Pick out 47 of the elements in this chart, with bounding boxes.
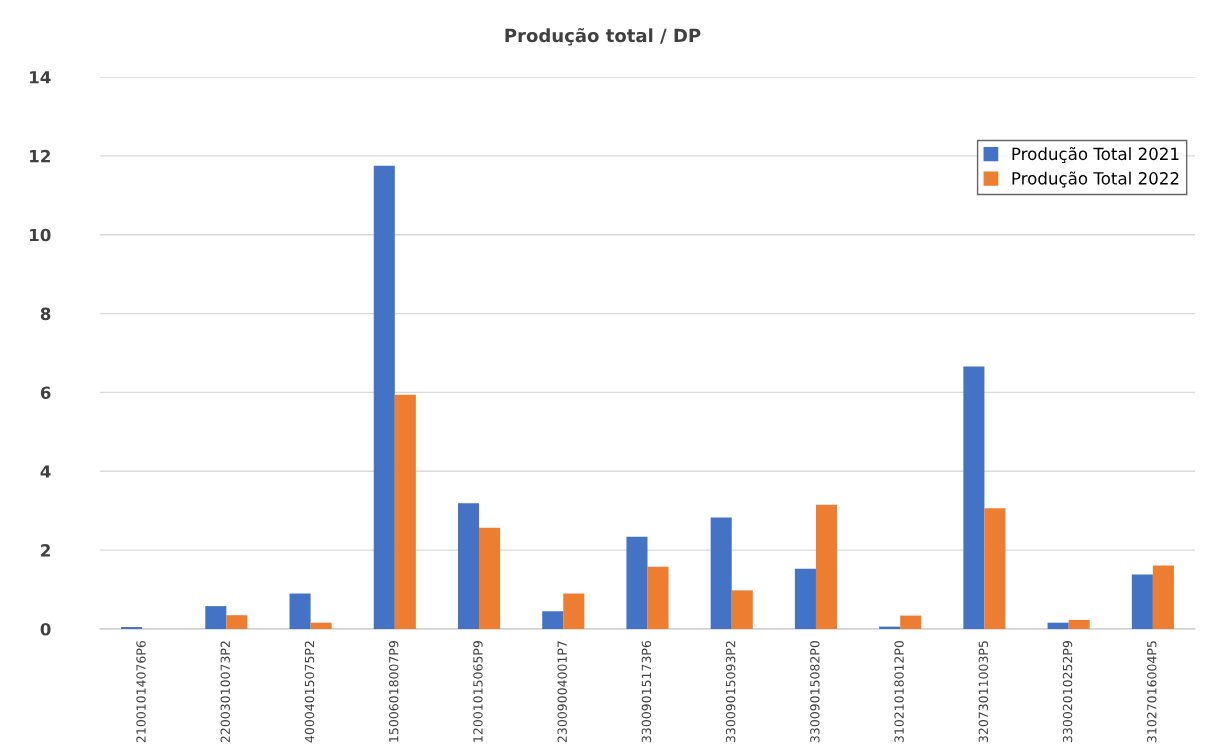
y-tick-label: 0 [40,622,51,636]
bar [794,568,816,629]
x-tick-label: 32073011003P5 [978,641,989,743]
legend-label: Produção Total 2022 [1012,171,1179,188]
bar [963,366,985,629]
x-tick-label: 31021018012P0 [894,640,904,743]
y-tick-label: 2 [41,544,50,557]
bar [394,394,416,629]
x-tick-label: 22003010073P2 [220,641,230,743]
bar [647,566,669,629]
chart-title: Produção total / DP [505,27,701,46]
y-tick-label: 10 [30,228,51,242]
bar [226,615,248,629]
y-tick-label: 12 [30,149,50,163]
bar [984,508,1006,629]
x-tick-label: 40004015075P2 [304,641,315,743]
bar [1152,565,1174,629]
bar [900,615,922,629]
bar [710,517,732,629]
x-tick-label: 23009004001P7 [557,641,567,743]
bar [731,590,753,629]
x-tick-label: 15006018007P9 [388,640,399,742]
bar [563,593,585,629]
bar [815,504,838,629]
legend-label: Produção Total 2021 [1012,146,1179,164]
bar [373,165,395,629]
y-tick-label: 6 [40,386,51,399]
bar [479,527,501,629]
bar [457,503,480,629]
bar [289,593,311,629]
x-tick-label: 33009015093P2 [725,641,736,743]
x-tick-label: 33009015173P6 [641,640,652,743]
x-tick-label: 31027016004P5 [1147,641,1157,743]
x-tick-label: 21001014076P6 [136,640,146,743]
y-tick-label: 8 [40,307,51,321]
x-tick-label: 12001015065P9 [473,640,483,742]
x-tick-label: 33009015082P0 [810,640,820,743]
x-tick-label: 33002010252P9 [1062,640,1073,743]
bar [205,606,227,629]
bar [1131,574,1153,629]
bar [1047,622,1069,629]
bar [626,536,648,629]
y-tick-label: 4 [40,465,51,478]
bar [542,611,564,629]
bar [1068,619,1090,629]
y-tick-label: 14 [30,71,51,84]
bar [310,622,332,629]
